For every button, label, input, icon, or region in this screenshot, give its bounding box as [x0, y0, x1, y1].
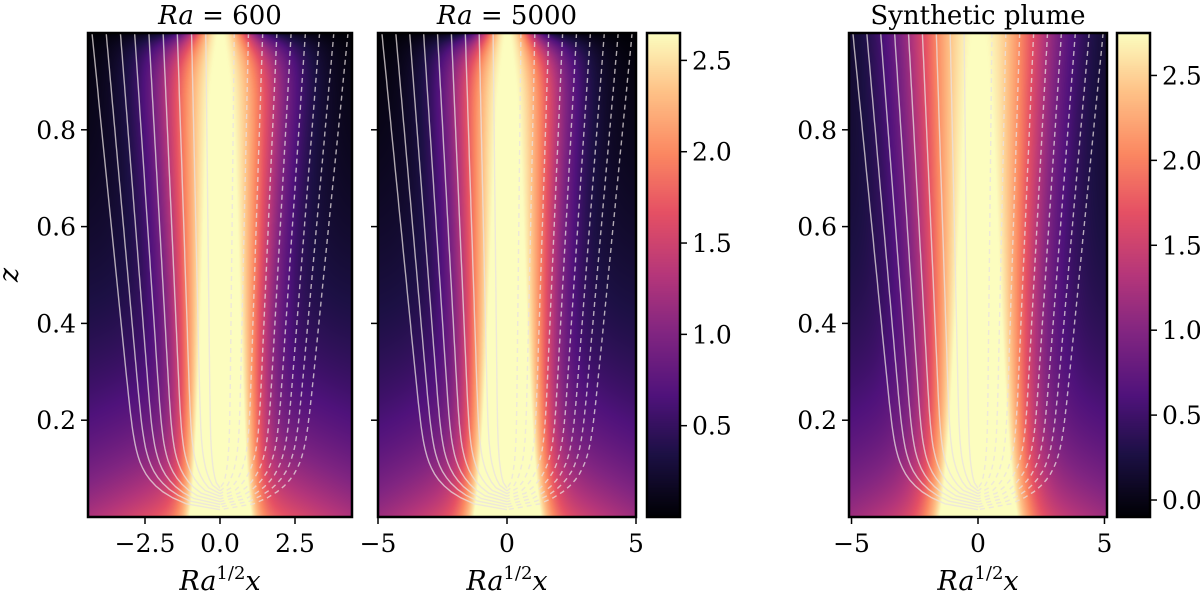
panel-title: Ra = 600 [157, 1, 282, 31]
colorbar-tick-label: 1.5 [692, 229, 732, 258]
streamline [205, 33, 221, 489]
x-tick-label: −2.5 [115, 529, 176, 558]
heatmap-1 [378, 33, 636, 517]
heatmap-0 [88, 33, 352, 517]
streamline [219, 32, 335, 508]
colorbar-tick-label: 2.5 [692, 46, 732, 75]
streamline [506, 32, 619, 508]
streamline [506, 32, 522, 489]
streamline [219, 32, 307, 503]
colorbar-tick-label: 2.0 [692, 138, 732, 167]
streamline [219, 32, 349, 511]
streamline [381, 32, 508, 511]
streamline [133, 32, 221, 503]
streamline [921, 32, 979, 497]
colorbar-tick-label: 2.5 [1162, 61, 1200, 90]
heatmap-2 [849, 33, 1107, 517]
colorbar [647, 33, 680, 517]
x-tick-label: 2.5 [275, 529, 315, 558]
panel-title: Synthetic plume [870, 1, 1085, 31]
streamline [977, 32, 1063, 503]
streamline [395, 32, 508, 508]
streamline [866, 32, 979, 508]
y-tick-label: 0.2 [797, 406, 837, 435]
colorbar-tick-label: 1.5 [1162, 231, 1200, 260]
streamline [436, 32, 508, 500]
streamline [506, 32, 564, 497]
colorbar-tick-label: 2.0 [1162, 146, 1200, 175]
streamline [506, 32, 578, 500]
streamline [977, 32, 1035, 497]
colorbar-tick-label: 0.0 [1162, 486, 1200, 515]
streamline [176, 32, 221, 495]
y-tick-label: 0.8 [36, 116, 76, 145]
streamline [506, 32, 633, 511]
streamline [190, 32, 221, 492]
colorbar-tick-label: 0.5 [692, 412, 732, 441]
x-tick-label: 0.0 [200, 529, 240, 558]
streamline [893, 32, 979, 503]
streamline [478, 32, 508, 492]
x-tick-label: 5 [1097, 529, 1113, 558]
x-tick-label: 5 [628, 529, 644, 558]
streamline [119, 32, 221, 506]
colorbar-frame [1115, 31, 1152, 519]
streamline [219, 32, 250, 492]
x-axis-label: Ra1/2x [178, 563, 260, 597]
streamline [852, 32, 979, 511]
streamline [91, 32, 221, 511]
x-tick-label: 0 [970, 529, 986, 558]
streamline [977, 32, 1021, 495]
streamline [977, 32, 1104, 511]
streamline [148, 32, 221, 500]
streamline [977, 32, 993, 489]
x-tick-label: 0 [499, 529, 515, 558]
streamline [935, 32, 979, 495]
streamline [450, 32, 508, 497]
streamline [506, 32, 550, 495]
streamline [880, 32, 979, 506]
streamline [977, 32, 1090, 508]
streamline [219, 32, 292, 500]
colorbar [1117, 33, 1150, 517]
y-tick-label: 0.8 [797, 116, 837, 145]
streamline [977, 32, 1076, 506]
streamline [977, 32, 1049, 500]
streamline [963, 32, 979, 489]
streamline [949, 32, 979, 492]
streamline [219, 32, 278, 497]
x-axis-label: Ra1/2x [465, 563, 547, 597]
y-tick-label: 0.4 [36, 309, 76, 338]
x-tick-label: −5 [360, 529, 397, 558]
y-tick-label: 0.4 [797, 309, 837, 338]
streamline [422, 32, 508, 503]
x-axis-label: Ra1/2x [936, 563, 1018, 597]
streamline [492, 32, 508, 489]
streamline [506, 32, 536, 492]
streamline [409, 32, 508, 506]
y-tick-label: 0.2 [36, 406, 76, 435]
streamline [162, 32, 221, 497]
y-tick-label: 0.6 [797, 213, 837, 242]
streamline [907, 32, 979, 500]
streamline [219, 32, 264, 495]
streamline [219, 32, 321, 506]
streamline [219, 33, 235, 489]
panel-title: Ra = 5000 [436, 1, 577, 31]
colorbar-frame [645, 31, 682, 519]
streamline [506, 32, 592, 503]
streamline [464, 32, 508, 495]
y-axis-label: z [0, 267, 25, 283]
colorbar-tick-label: 1.0 [692, 320, 732, 349]
colorbar-tick-label: 1.0 [1162, 316, 1200, 345]
streamline [506, 32, 605, 506]
x-tick-label: −5 [833, 529, 870, 558]
y-tick-label: 0.6 [36, 213, 76, 242]
colorbar-tick-label: 0.5 [1162, 401, 1200, 430]
streamline [977, 32, 1007, 492]
streamline [105, 32, 221, 508]
